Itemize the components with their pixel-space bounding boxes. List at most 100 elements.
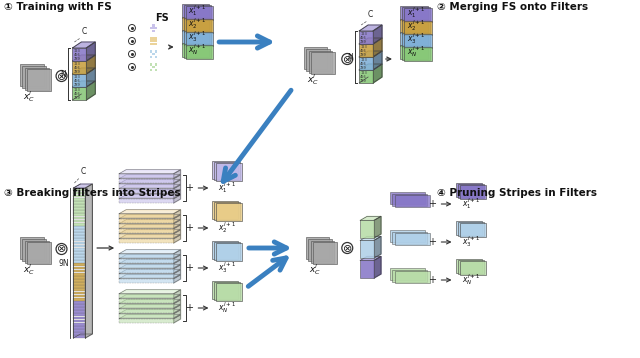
- Polygon shape: [119, 185, 180, 189]
- FancyBboxPatch shape: [119, 319, 173, 323]
- FancyBboxPatch shape: [74, 295, 85, 297]
- Text: $x^l_C$: $x^l_C$: [307, 72, 319, 87]
- Polygon shape: [359, 25, 382, 31]
- FancyBboxPatch shape: [119, 224, 173, 228]
- FancyBboxPatch shape: [182, 43, 209, 57]
- FancyBboxPatch shape: [150, 40, 152, 42]
- FancyBboxPatch shape: [460, 223, 486, 237]
- FancyBboxPatch shape: [150, 69, 152, 71]
- FancyBboxPatch shape: [216, 163, 242, 182]
- Polygon shape: [119, 210, 180, 214]
- FancyBboxPatch shape: [155, 27, 157, 29]
- Polygon shape: [119, 265, 180, 269]
- FancyBboxPatch shape: [28, 69, 51, 91]
- FancyBboxPatch shape: [74, 260, 85, 263]
- Text: ② Merging FS onto Filters: ② Merging FS onto Filters: [436, 2, 588, 12]
- Polygon shape: [119, 230, 180, 234]
- Polygon shape: [373, 64, 382, 83]
- FancyBboxPatch shape: [74, 291, 85, 294]
- FancyBboxPatch shape: [119, 294, 173, 298]
- FancyBboxPatch shape: [74, 320, 85, 322]
- FancyBboxPatch shape: [152, 27, 155, 29]
- Text: $x^{l+1}_2$: $x^{l+1}_2$: [188, 16, 207, 32]
- FancyBboxPatch shape: [119, 189, 173, 193]
- Polygon shape: [119, 190, 180, 194]
- FancyBboxPatch shape: [186, 6, 213, 20]
- FancyBboxPatch shape: [460, 185, 486, 199]
- FancyBboxPatch shape: [74, 279, 85, 282]
- FancyBboxPatch shape: [74, 329, 85, 332]
- Polygon shape: [173, 255, 180, 263]
- FancyBboxPatch shape: [119, 174, 173, 178]
- FancyBboxPatch shape: [74, 332, 85, 335]
- FancyBboxPatch shape: [311, 52, 335, 74]
- FancyBboxPatch shape: [400, 32, 428, 46]
- Text: +: +: [186, 223, 193, 233]
- FancyBboxPatch shape: [74, 242, 85, 244]
- FancyBboxPatch shape: [74, 335, 85, 338]
- Polygon shape: [119, 275, 180, 279]
- Polygon shape: [173, 185, 180, 193]
- FancyBboxPatch shape: [119, 274, 173, 278]
- FancyBboxPatch shape: [155, 37, 157, 40]
- FancyBboxPatch shape: [460, 261, 486, 275]
- FancyBboxPatch shape: [74, 254, 85, 257]
- Polygon shape: [119, 215, 180, 219]
- Polygon shape: [86, 42, 95, 61]
- Polygon shape: [359, 51, 382, 57]
- Polygon shape: [173, 270, 180, 278]
- FancyBboxPatch shape: [74, 251, 85, 253]
- Polygon shape: [173, 230, 180, 238]
- FancyBboxPatch shape: [119, 219, 173, 223]
- FancyBboxPatch shape: [308, 50, 332, 73]
- Polygon shape: [119, 295, 180, 299]
- Text: $x^{l+1}_N$: $x^{l+1}_N$: [406, 44, 425, 59]
- FancyBboxPatch shape: [360, 260, 374, 278]
- Text: $x^{l+1}_2$: $x^{l+1}_2$: [406, 19, 425, 33]
- Text: $\otimes$: $\otimes$: [342, 242, 353, 253]
- Polygon shape: [173, 210, 180, 218]
- FancyBboxPatch shape: [184, 5, 211, 19]
- FancyBboxPatch shape: [152, 30, 155, 32]
- FancyBboxPatch shape: [214, 202, 240, 220]
- Polygon shape: [173, 235, 180, 243]
- Polygon shape: [119, 180, 180, 184]
- Text: +: +: [428, 199, 436, 209]
- Polygon shape: [86, 68, 95, 87]
- Polygon shape: [119, 250, 180, 254]
- Text: $x^{l+1}_1$: $x^{l+1}_1$: [188, 4, 207, 19]
- Text: $x^{l+1}_1$: $x^{l+1}_1$: [406, 6, 425, 20]
- Polygon shape: [72, 55, 95, 61]
- FancyBboxPatch shape: [119, 314, 173, 318]
- FancyBboxPatch shape: [119, 229, 173, 233]
- FancyBboxPatch shape: [359, 31, 373, 44]
- FancyBboxPatch shape: [216, 284, 242, 301]
- FancyBboxPatch shape: [310, 241, 334, 263]
- FancyBboxPatch shape: [404, 47, 431, 62]
- Polygon shape: [119, 170, 180, 174]
- FancyBboxPatch shape: [402, 33, 429, 47]
- FancyBboxPatch shape: [456, 221, 482, 235]
- FancyBboxPatch shape: [150, 63, 152, 66]
- FancyBboxPatch shape: [150, 27, 152, 29]
- FancyBboxPatch shape: [119, 214, 173, 218]
- FancyBboxPatch shape: [74, 195, 85, 197]
- Polygon shape: [173, 310, 180, 318]
- Polygon shape: [373, 25, 382, 44]
- FancyBboxPatch shape: [152, 53, 155, 55]
- FancyBboxPatch shape: [74, 270, 85, 272]
- Text: +: +: [186, 183, 193, 193]
- Text: 123
456
789: 123 456 789: [74, 75, 80, 87]
- Text: 123
456
789: 123 456 789: [360, 58, 367, 70]
- FancyBboxPatch shape: [74, 201, 85, 204]
- Polygon shape: [119, 195, 180, 199]
- FancyBboxPatch shape: [152, 24, 155, 26]
- Polygon shape: [360, 236, 381, 241]
- FancyBboxPatch shape: [119, 199, 173, 203]
- Polygon shape: [119, 220, 180, 224]
- FancyBboxPatch shape: [119, 259, 173, 263]
- FancyBboxPatch shape: [74, 229, 85, 232]
- Text: N: N: [348, 53, 353, 62]
- Text: 123
456
789: 123 456 789: [74, 49, 80, 61]
- Polygon shape: [173, 220, 180, 228]
